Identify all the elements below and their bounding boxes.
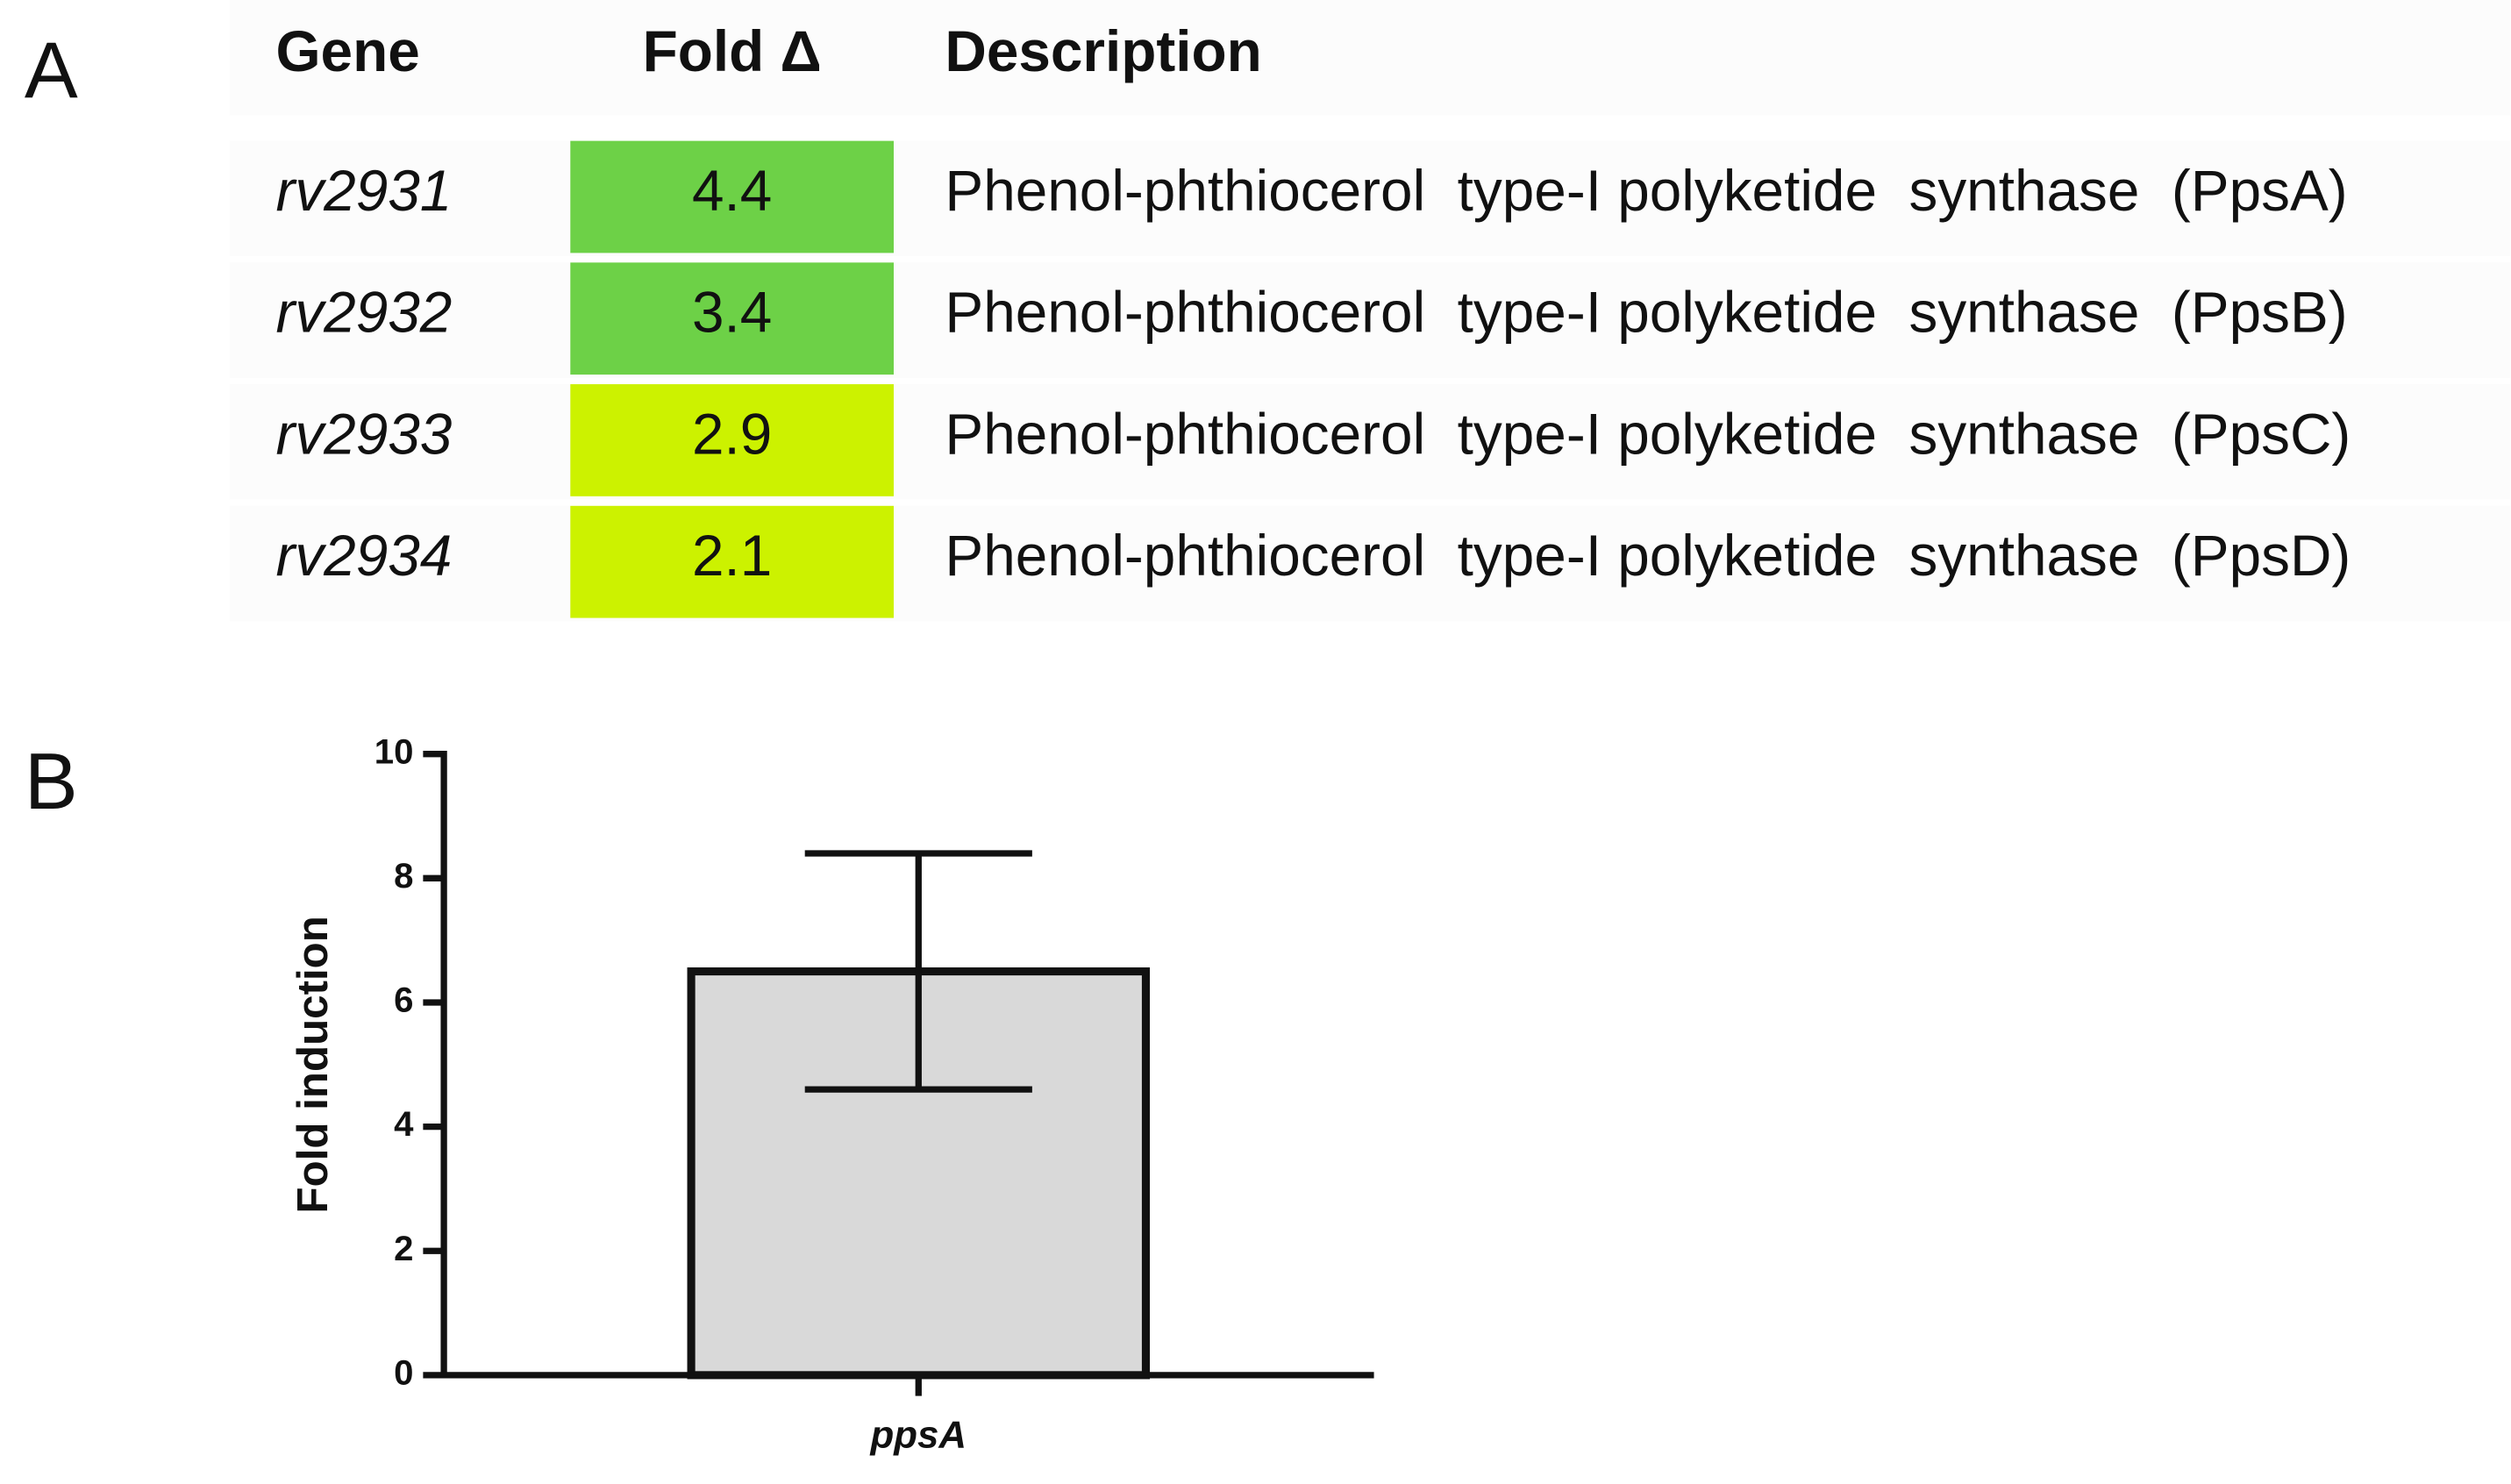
x-tick-label: ppsA <box>870 1414 967 1457</box>
fold-cell <box>570 505 894 618</box>
fold-value: 2.9 <box>692 402 772 466</box>
y-tick-label: 2 <box>394 1229 413 1268</box>
y-axis-label: Fold induction <box>289 916 337 1213</box>
y-tick-label: 4 <box>394 1104 414 1144</box>
gene-name: rv2932 <box>275 281 452 345</box>
description: Phenol-phthiocerol type-I polyketide syn… <box>945 524 2350 588</box>
fold-cell <box>570 140 894 253</box>
table-header: Description <box>945 19 1261 83</box>
fold-cell <box>570 262 894 375</box>
fold-value: 2.1 <box>692 524 772 588</box>
gene-name: rv2934 <box>275 524 452 588</box>
y-tick-label: 8 <box>394 856 413 895</box>
panel-label: A <box>25 26 78 116</box>
fold-value: 3.4 <box>692 281 772 345</box>
description: Phenol-phthiocerol type-I polyketide syn… <box>945 159 2347 223</box>
panel-label: B <box>25 737 78 826</box>
description: Phenol-phthiocerol type-I polyketide syn… <box>945 281 2347 345</box>
gene-name: rv2933 <box>275 402 452 466</box>
table-header: Fold Δ <box>643 19 822 83</box>
y-tick-label: 10 <box>375 731 414 771</box>
table-header-bg <box>229 0 2511 116</box>
description: Phenol-phthiocerol type-I polyketide syn… <box>945 402 2350 466</box>
gene-name: rv2931 <box>275 159 452 223</box>
fold-value: 4.4 <box>692 159 772 223</box>
fold-cell <box>570 384 894 496</box>
table-header: Gene <box>275 19 419 83</box>
y-tick-label: 6 <box>394 981 413 1020</box>
y-tick-label: 0 <box>394 1352 413 1392</box>
